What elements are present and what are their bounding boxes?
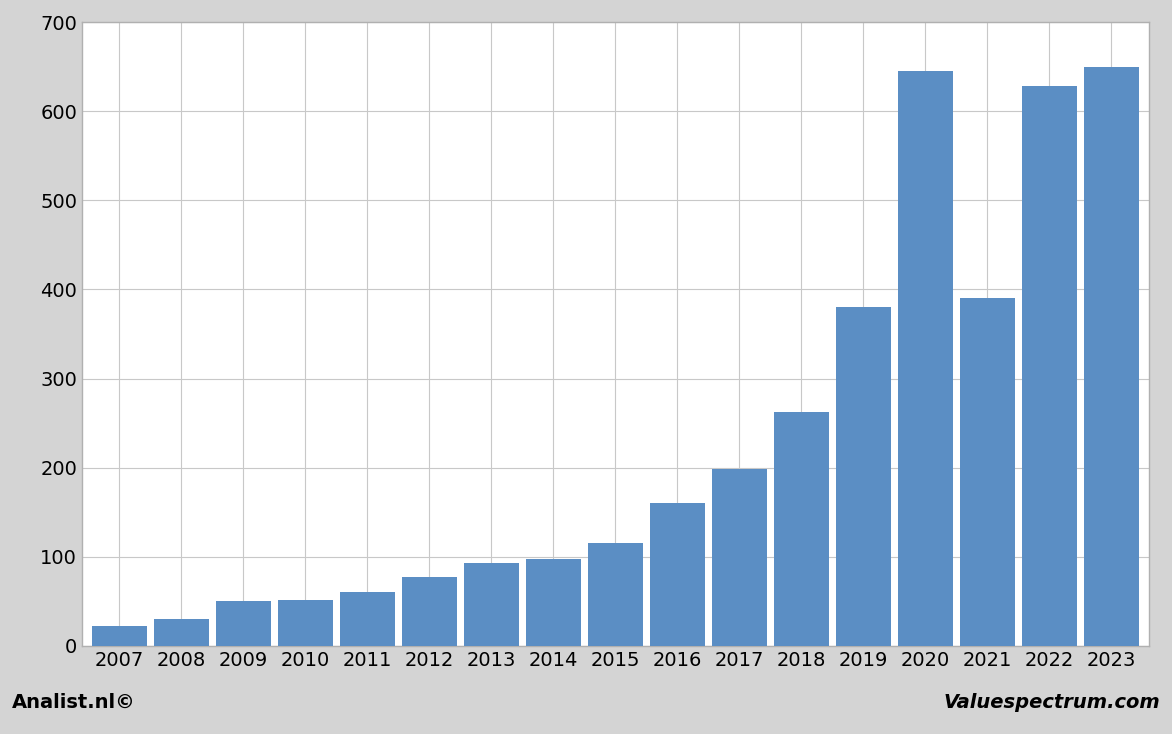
Bar: [1022, 86, 1077, 646]
Text: Analist.nl©: Analist.nl©: [12, 693, 136, 712]
Bar: [898, 71, 953, 646]
Bar: [526, 559, 580, 646]
Bar: [960, 298, 1015, 646]
Bar: [713, 470, 766, 646]
Text: Valuespectrum.com: Valuespectrum.com: [943, 693, 1160, 712]
Bar: [836, 308, 891, 646]
Bar: [464, 563, 518, 646]
Bar: [402, 577, 457, 646]
Bar: [216, 601, 271, 646]
Bar: [774, 412, 829, 646]
Bar: [154, 619, 209, 646]
Bar: [588, 543, 642, 646]
Bar: [278, 600, 333, 646]
Bar: [1084, 67, 1139, 646]
Bar: [91, 626, 146, 646]
Bar: [340, 592, 395, 646]
Bar: [650, 504, 704, 646]
